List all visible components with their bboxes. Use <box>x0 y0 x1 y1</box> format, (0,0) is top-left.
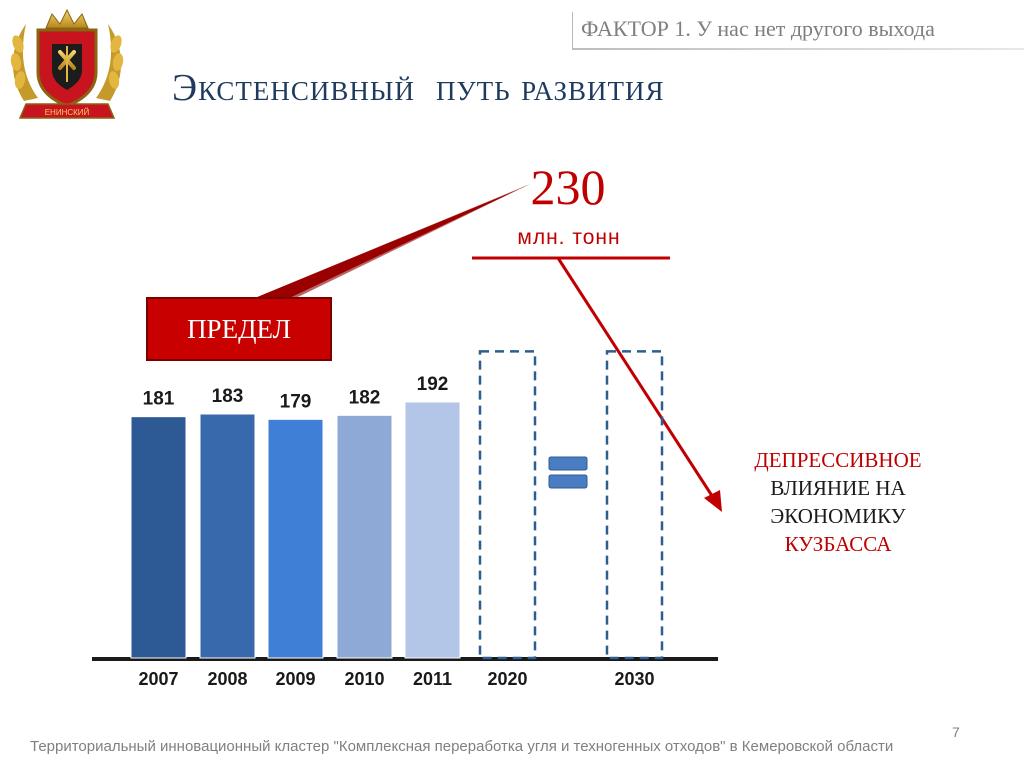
x-tick-2020: 2020 <box>487 669 527 689</box>
bar-2010 <box>336 414 393 659</box>
limit-unit: млн. тонн <box>517 226 620 249</box>
effect-line-4: КУЗБАССА <box>785 532 893 556</box>
value-label-2009: 179 <box>280 391 312 412</box>
coat-of-arms-icon: ЕНИНСКИЙ <box>10 8 124 119</box>
emblem-ribbon-text: ЕНИНСКИЙ <box>45 108 90 117</box>
header-divider <box>572 48 1024 50</box>
value-label-2010: 182 <box>349 387 381 408</box>
bar-2007 <box>130 416 187 659</box>
bar-2020 <box>478 350 537 660</box>
effect-line-1: ДЕПРЕССИВНОЕ <box>754 448 921 472</box>
value-label-2011: 192 <box>417 374 449 395</box>
bar-2009 <box>267 418 324 659</box>
limit-box <box>146 297 332 361</box>
limit-pointer-shade <box>250 184 530 312</box>
equals-sign-top <box>548 456 588 471</box>
footer-text: Территориальный инновационный кластер "К… <box>30 738 894 755</box>
page-number: 7 <box>952 724 960 740</box>
equals-sign-bottom <box>548 474 588 489</box>
x-tick-2008: 2008 <box>207 669 247 689</box>
x-tick-2007: 2007 <box>138 669 178 689</box>
chart: ПРЕДЕЛ 230 млн. тонн ДЕПРЕССИВНОЕ ВЛИЯНИ… <box>92 159 922 689</box>
limit-value: 230 <box>531 159 606 215</box>
x-tick-2011: 2011 <box>413 669 452 689</box>
value-label-2008: 183 <box>212 386 244 407</box>
effect-text: ДЕПРЕССИВНОЕ ВЛИЯНИЕ НА ЭКОНОМИКУ КУЗБАС… <box>754 448 921 556</box>
effect-line-3: ЭКОНОМИКУ <box>770 504 905 528</box>
limit-label: ПРЕДЕЛ <box>187 314 291 344</box>
effect-arrow-line <box>556 257 718 503</box>
bar-2008 <box>199 413 256 659</box>
slide-title: Экстенсивный путь развития <box>172 67 665 109</box>
bar-2011 <box>404 401 461 659</box>
bar-2030 <box>605 350 664 660</box>
factor-label: ФАКТОР 1. У нас нет другого выхода <box>572 12 1022 48</box>
x-tick-2030: 2030 <box>614 669 654 689</box>
effect-arrow-head <box>704 490 722 512</box>
x-tick-2010: 2010 <box>344 669 384 689</box>
value-label-2007: 181 <box>143 389 175 410</box>
x-tick-2009: 2009 <box>275 669 315 689</box>
effect-line-2: ВЛИЯНИЕ НА <box>770 476 906 500</box>
